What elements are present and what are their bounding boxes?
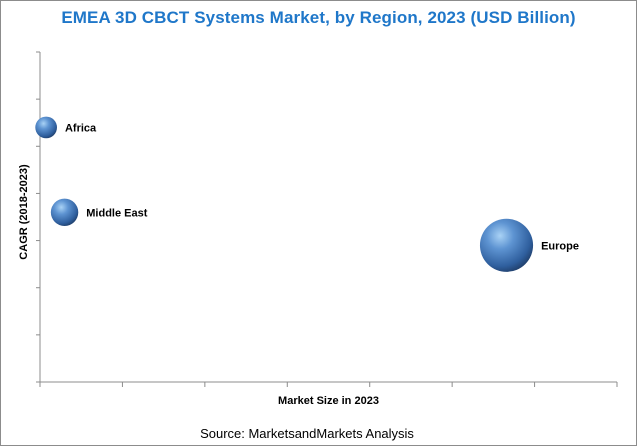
- bubbles: Africa Middle East Europe: [35, 116, 579, 272]
- bubble-label-europe: Europe: [541, 240, 579, 252]
- bubble-europe: [479, 218, 534, 272]
- axes: [36, 51, 618, 387]
- bubble-label-africa: Africa: [65, 122, 97, 134]
- bubble-label-middle-east: Middle East: [86, 207, 147, 219]
- y-axis-label: CAGR (2018-2023): [18, 164, 30, 260]
- chart-title: EMEA 3D CBCT Systems Market, by Region, …: [61, 8, 576, 27]
- bubble-middle-east: [50, 198, 79, 227]
- source-note: Source: MarketsandMarkets Analysis: [200, 426, 414, 441]
- bubble-africa: [35, 116, 57, 139]
- x-axis-label: Market Size in 2023: [278, 395, 379, 407]
